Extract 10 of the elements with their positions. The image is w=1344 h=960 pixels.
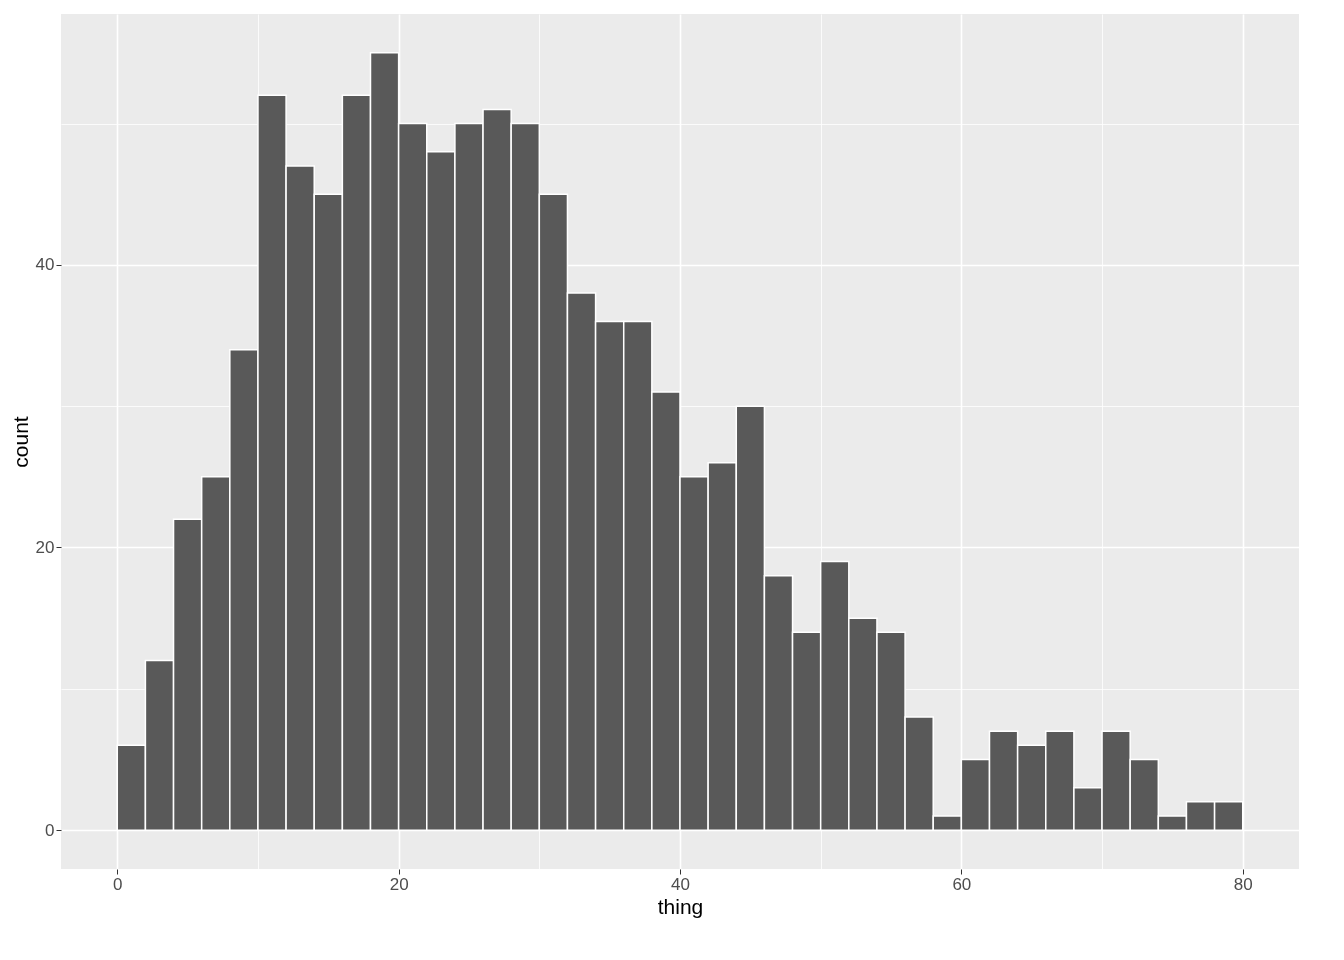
x-axis-title: thing: [657, 894, 704, 918]
y-tick-label: 20: [35, 537, 55, 557]
x-tick-label: 60: [952, 874, 972, 894]
y-tick-label: 40: [35, 255, 55, 275]
x-tick-label: 0: [113, 874, 123, 894]
y-axis-title: count: [8, 416, 32, 468]
y-tick-label: 0: [45, 820, 55, 840]
x-tick-label: 20: [389, 874, 409, 894]
x-tick-label: 80: [1233, 874, 1253, 894]
x-tick-label: 40: [671, 874, 690, 894]
